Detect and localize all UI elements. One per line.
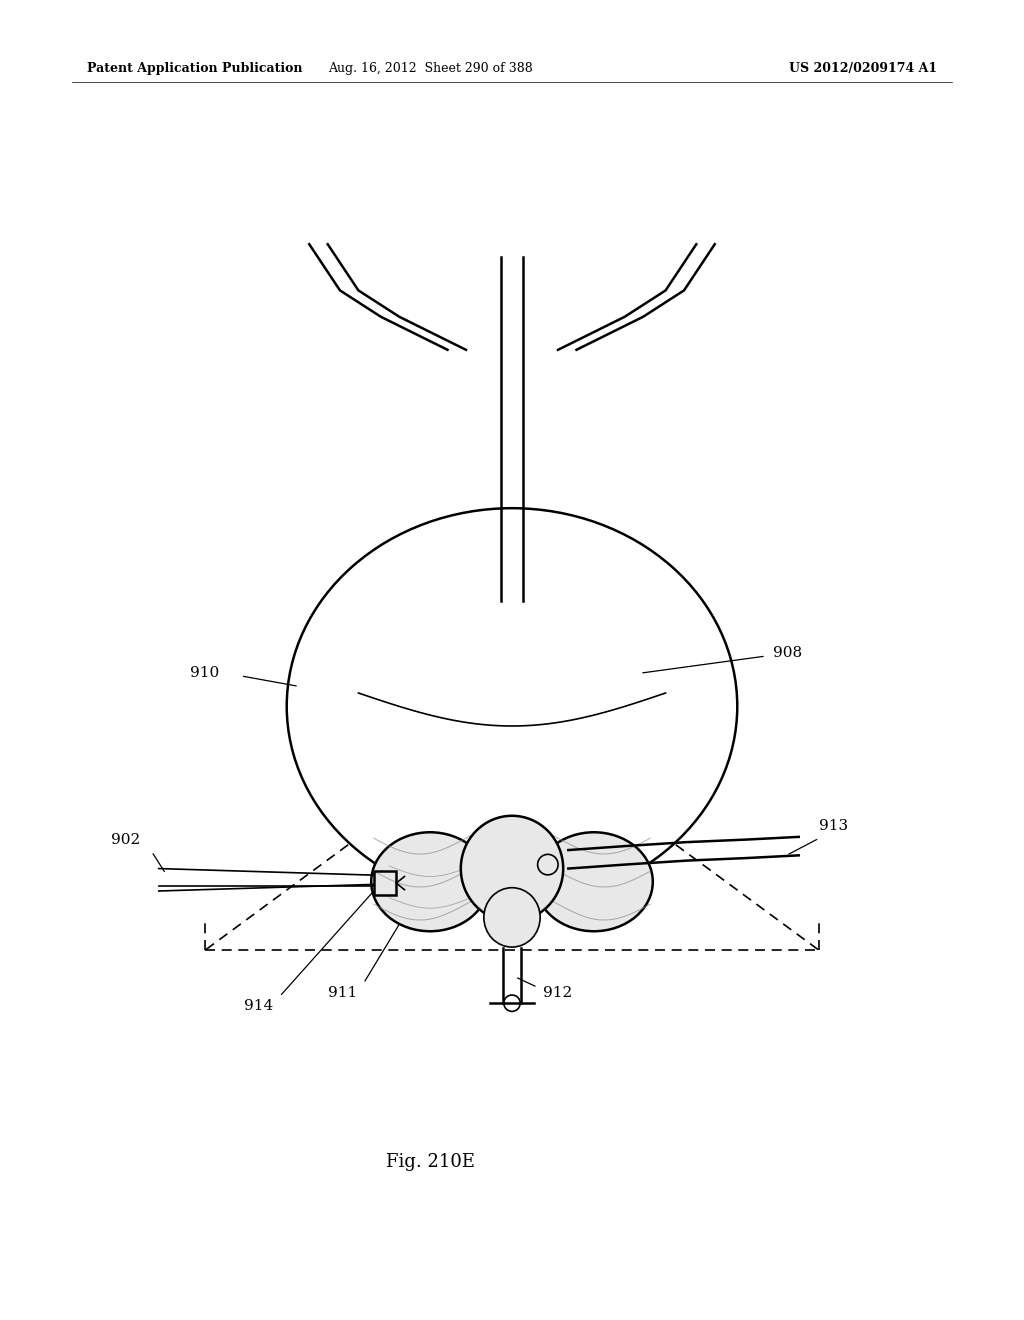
Text: Fig. 210E: Fig. 210E: [386, 1152, 474, 1171]
Text: 908: 908: [773, 647, 802, 660]
Text: 902: 902: [111, 833, 140, 846]
Ellipse shape: [535, 833, 653, 932]
Text: 911: 911: [329, 986, 357, 999]
Text: 912: 912: [543, 986, 572, 999]
Text: 910: 910: [190, 667, 219, 680]
Text: Patent Application Publication: Patent Application Publication: [87, 62, 302, 75]
Text: Aug. 16, 2012  Sheet 290 of 388: Aug. 16, 2012 Sheet 290 of 388: [328, 62, 532, 75]
Text: US 2012/0209174 A1: US 2012/0209174 A1: [788, 62, 937, 75]
Text: 914: 914: [245, 999, 273, 1012]
Ellipse shape: [371, 833, 489, 932]
Text: 913: 913: [819, 820, 848, 833]
Ellipse shape: [461, 816, 563, 921]
Bar: [374, 871, 396, 895]
Ellipse shape: [483, 887, 541, 948]
